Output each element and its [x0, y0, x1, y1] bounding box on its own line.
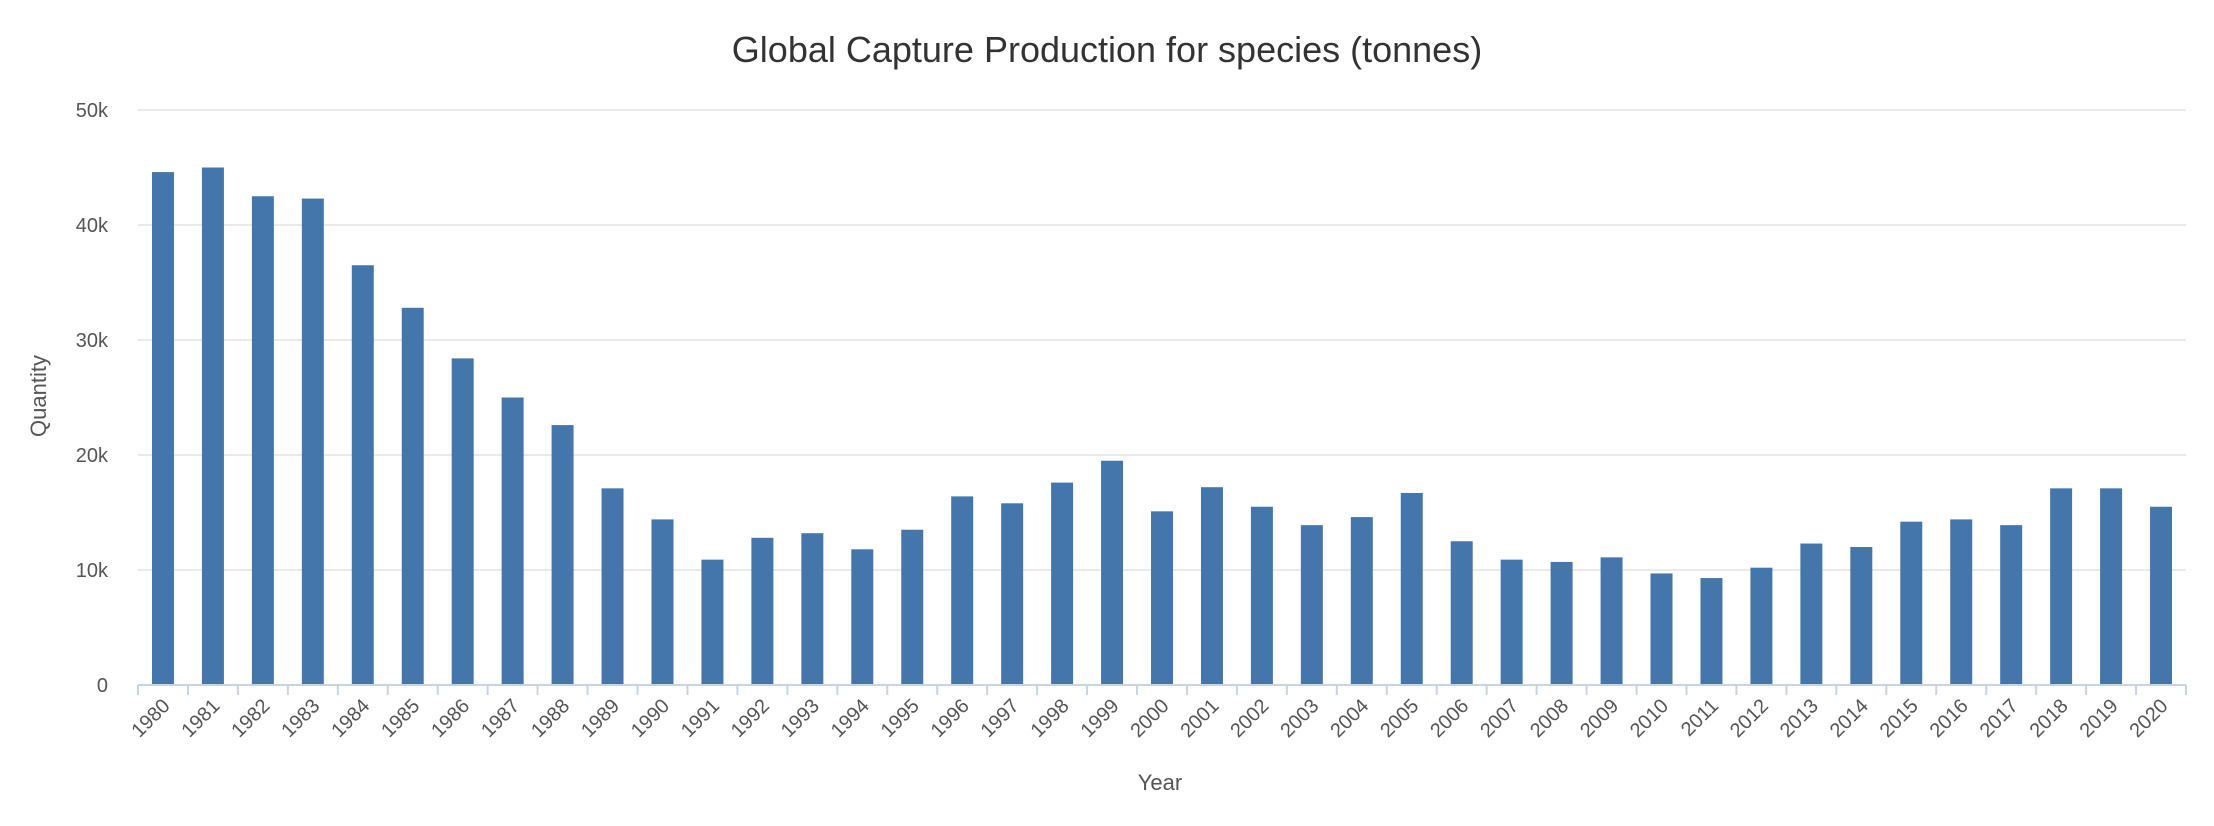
- x-tick-label: 2006: [1426, 695, 1473, 742]
- y-tick-label: 30k: [76, 330, 109, 352]
- x-tick-label: 1986: [427, 695, 474, 742]
- bar-2020[interactable]: [2150, 506, 2173, 685]
- bar-2004[interactable]: [1350, 517, 1373, 685]
- bar-2010[interactable]: [1650, 573, 1673, 685]
- x-tick-label: 2010: [1626, 695, 1673, 742]
- x-tick-label: 1990: [627, 695, 674, 742]
- x-tick-label: 1980: [127, 695, 174, 742]
- bar-2019[interactable]: [2100, 488, 2123, 685]
- bar-2017[interactable]: [2000, 525, 2023, 685]
- bar-2008[interactable]: [1550, 561, 1573, 685]
- x-tick-label: 1984: [327, 695, 374, 742]
- x-tick-label: 2004: [1326, 695, 1373, 742]
- bar-2000[interactable]: [1151, 511, 1173, 685]
- bars: [151, 167, 2173, 686]
- bar-1995[interactable]: [901, 529, 924, 685]
- x-tick-label: 1996: [927, 695, 974, 742]
- x-tick-label: 2015: [1876, 695, 1923, 742]
- y-axis-tick-labels: 0 10k 20k 30k 40k 50k: [76, 100, 109, 697]
- x-tick-label: 2013: [1776, 695, 1823, 742]
- bar-2011[interactable]: [1700, 578, 1723, 685]
- x-tick-label: 2007: [1476, 695, 1523, 742]
- x-axis-title: Year: [1138, 770, 1182, 795]
- bar-1999[interactable]: [1101, 460, 1124, 685]
- x-tick-label: 2017: [1976, 695, 2023, 742]
- bar-1984[interactable]: [351, 265, 374, 685]
- bar-1986[interactable]: [451, 358, 474, 685]
- x-tick-label: 1994: [827, 695, 874, 742]
- y-tick-label: 10k: [76, 560, 109, 582]
- bar-1998[interactable]: [1051, 482, 1074, 685]
- x-axis: [137, 684, 2187, 695]
- y-tick-label: 0: [97, 675, 108, 697]
- x-tick-label: 2001: [1176, 695, 1223, 742]
- x-tick-label: 1988: [527, 695, 574, 742]
- bar-1994[interactable]: [851, 549, 874, 685]
- bar-1981[interactable]: [201, 167, 224, 686]
- bar-1980[interactable]: [151, 172, 174, 686]
- y-tick-label: 50k: [76, 100, 109, 122]
- bar-2016[interactable]: [1950, 519, 1973, 685]
- gridlines: [138, 109, 2186, 571]
- x-tick-label: 1999: [1077, 695, 1124, 742]
- x-tick-label: 2008: [1526, 695, 1573, 742]
- x-tick-label: 2012: [1726, 695, 1773, 742]
- bar-2015[interactable]: [1900, 521, 1923, 685]
- y-axis-title: Quantity: [26, 355, 51, 437]
- x-tick-label: 2016: [1926, 695, 1973, 742]
- bar-1996[interactable]: [951, 496, 974, 685]
- x-tick-label: 1983: [277, 695, 324, 742]
- x-tick-label: 1985: [377, 695, 424, 742]
- bar-2014[interactable]: [1850, 547, 1873, 685]
- bar-2009[interactable]: [1600, 557, 1623, 685]
- x-tick-label: 2011: [1677, 695, 1723, 741]
- x-tick-label: 2003: [1276, 695, 1323, 742]
- x-tick-label: 2020: [2126, 695, 2173, 742]
- bar-2013[interactable]: [1800, 543, 1823, 685]
- x-tick-label: 1998: [1027, 695, 1074, 742]
- bar-2007[interactable]: [1500, 559, 1523, 685]
- x-tick-label: 2014: [1826, 695, 1873, 742]
- x-tick-label: 1997: [977, 695, 1024, 742]
- x-tick-label: 2002: [1226, 695, 1273, 742]
- x-axis-tick-labels: 1980 1981 1982 1983 1984 1985 1986 1987 1988 1989…: [127, 695, 2172, 742]
- bar-1983[interactable]: [301, 198, 324, 686]
- x-tick-label: 1989: [577, 695, 624, 742]
- x-tick-label: 2000: [1127, 695, 1174, 742]
- y-tick-label: 40k: [76, 215, 109, 237]
- bar-1990[interactable]: [651, 519, 674, 685]
- x-tick-label: 2005: [1376, 695, 1423, 742]
- bar-1997[interactable]: [1001, 503, 1024, 685]
- bar-1982[interactable]: [251, 196, 274, 685]
- bar-1985[interactable]: [401, 307, 424, 685]
- bar-2018[interactable]: [2050, 488, 2073, 685]
- bar-1989[interactable]: [601, 488, 624, 685]
- bar-1991[interactable]: [701, 559, 724, 685]
- y-tick-label: 20k: [76, 445, 109, 467]
- bar-2005[interactable]: [1400, 492, 1423, 685]
- bar-1987[interactable]: [501, 397, 524, 686]
- bar-2001[interactable]: [1200, 487, 1223, 685]
- bar-2006[interactable]: [1450, 541, 1473, 685]
- x-tick-label: 1993: [777, 695, 824, 742]
- bar-1988[interactable]: [551, 425, 574, 685]
- bar-2002[interactable]: [1250, 506, 1273, 685]
- bar-2012[interactable]: [1750, 567, 1773, 685]
- x-tick-label: 2009: [1576, 695, 1623, 742]
- x-tick-label: 1995: [877, 695, 924, 742]
- bar-2003[interactable]: [1300, 525, 1323, 685]
- x-tick-label: 1992: [727, 695, 774, 742]
- chart-title: Global Capture Production for species (t…: [732, 29, 1482, 70]
- x-tick-label: 2019: [2076, 695, 2123, 742]
- x-tick-label: 1981: [177, 695, 224, 742]
- x-tick-label: 1991: [677, 695, 724, 742]
- bar-1992[interactable]: [751, 537, 774, 685]
- bar-1993[interactable]: [801, 533, 824, 685]
- x-tick-label: 2018: [2026, 695, 2073, 742]
- x-tick-label: 1982: [227, 695, 274, 742]
- x-tick-label: 1987: [477, 695, 524, 742]
